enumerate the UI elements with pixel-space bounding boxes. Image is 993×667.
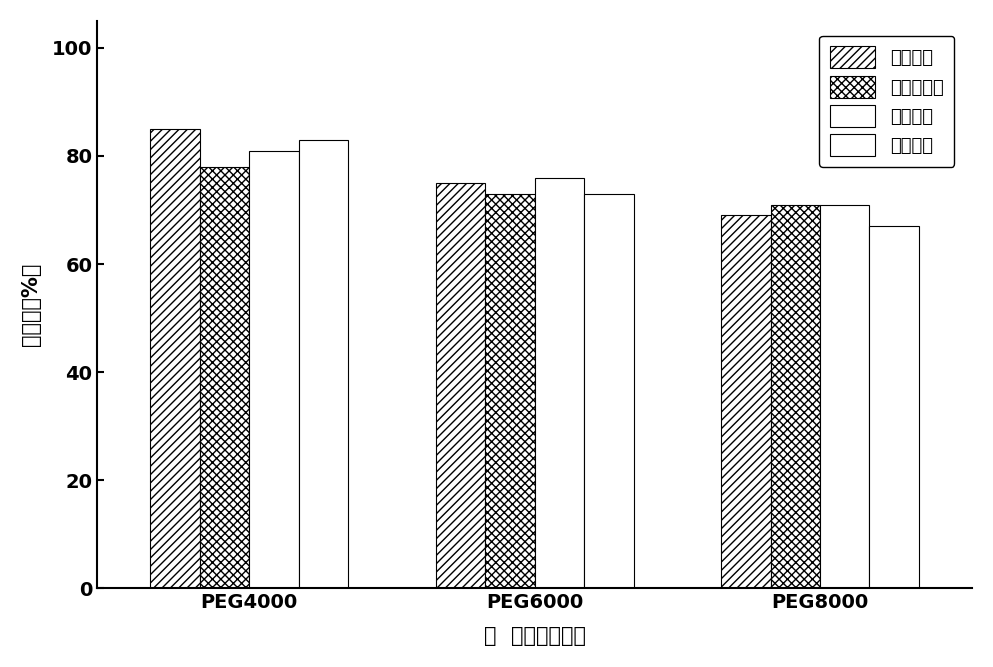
Bar xyxy=(200,167,249,588)
Bar xyxy=(486,194,534,588)
Bar xyxy=(820,205,870,588)
Bar xyxy=(870,226,919,588)
Bar xyxy=(721,215,771,588)
Bar xyxy=(771,205,820,588)
Bar xyxy=(151,129,200,588)
Bar xyxy=(534,177,584,588)
Y-axis label: 回收率（%）: 回收率（%） xyxy=(21,263,41,346)
Bar xyxy=(249,151,299,588)
X-axis label: 表  面活性剂种类: 表 面活性剂种类 xyxy=(484,626,586,646)
Bar xyxy=(584,194,634,588)
Bar xyxy=(436,183,486,588)
Bar xyxy=(299,140,349,588)
Legend: 克伦特罗, 莱克多巴胺, 沙丁胺醇, 特布他林: 克伦特罗, 莱克多巴胺, 沙丁胺醇, 特布他林 xyxy=(819,35,954,167)
